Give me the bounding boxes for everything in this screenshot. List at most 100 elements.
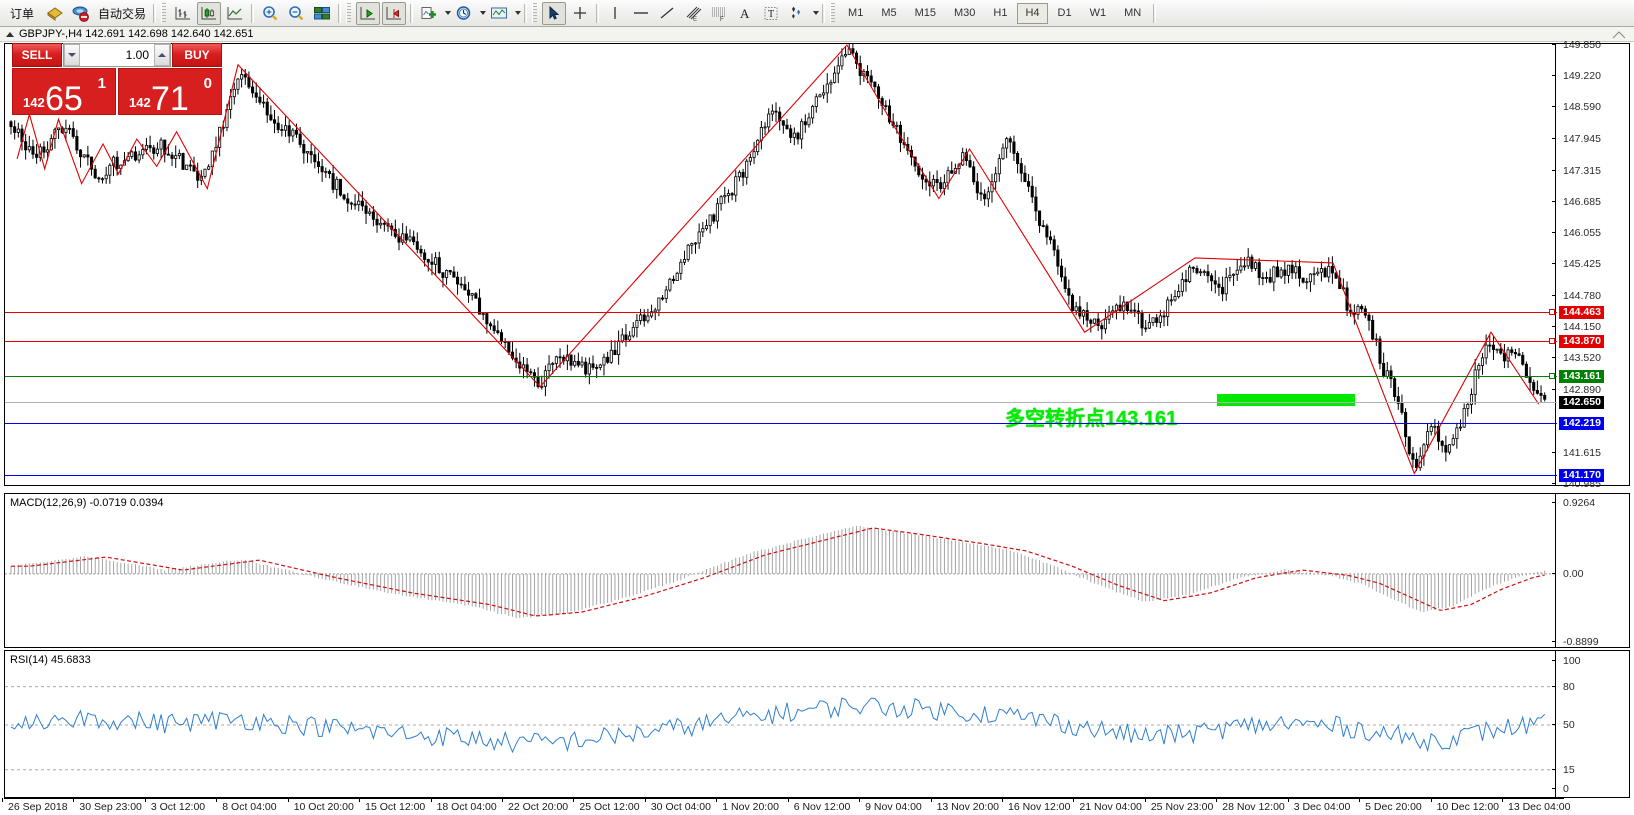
autotrade-label[interactable]: 自动交易 — [98, 6, 147, 21]
time-tick: 30 Oct 04:00 — [644, 798, 711, 813]
time-tick: 15 Oct 12:00 — [359, 798, 426, 813]
zoom-out-icon[interactable] — [284, 2, 308, 25]
autotrade-icon[interactable] — [69, 2, 93, 25]
trendline-icon[interactable] — [655, 2, 679, 25]
toolbar-grip[interactable] — [532, 3, 538, 23]
new-order-button[interactable]: 订单 — [3, 2, 41, 25]
text-box-icon[interactable]: T — [759, 2, 783, 25]
macd-plot — [5, 525, 1557, 619]
sell-big-figure: 142 — [23, 95, 45, 110]
time-tick: 13 Dec 04:00 — [1501, 798, 1571, 813]
toolbar-separator — [338, 3, 342, 23]
rsi-scale[interactable]: 100 80 50 15 0 — [1552, 651, 1629, 797]
buy-button[interactable]: BUY — [172, 43, 222, 67]
fibo-channel-icon[interactable]: E — [681, 2, 705, 25]
chevron-down-icon[interactable] — [445, 11, 452, 15]
level-line-current-price[interactable] — [5, 401, 1557, 403]
cursor-icon[interactable] — [542, 1, 567, 25]
macd-tick: 0.00 — [1551, 569, 1583, 579]
toolbar-grip[interactable] — [346, 3, 352, 23]
macd-scale[interactable]: 0.9264 0.00 -0.8899 — [1551, 494, 1629, 647]
timeframe-mn[interactable]: MN — [1124, 7, 1142, 19]
tile-windows-icon[interactable] — [310, 2, 334, 25]
zoom-in-icon[interactable] — [258, 2, 282, 25]
timeframe-w1[interactable]: W1 — [1089, 7, 1107, 19]
level-line-resistance[interactable] — [5, 341, 1557, 343]
chart-shift-icon[interactable] — [382, 1, 407, 25]
toolbar-grip[interactable] — [830, 3, 836, 23]
sell-price-quote[interactable]: 142 65 1 — [12, 68, 116, 116]
horizontal-line-icon[interactable] — [629, 2, 653, 25]
timeframe-m5[interactable]: M5 — [881, 7, 897, 19]
bar-chart-icon[interactable] — [171, 2, 195, 25]
price-tick: 140.985 — [1552, 479, 1601, 489]
level-line-handle[interactable] — [1549, 373, 1555, 380]
macd-pane[interactable]: MACD(12,26,9) -0.0719 0.0394 0.9264 0.00 -… — [4, 493, 1630, 648]
price-scale[interactable]: 149.850 149.220 148.590 147.945 147.315 146.6… — [1552, 40, 1629, 489]
collapse-triangle-icon[interactable] — [6, 31, 14, 37]
scroll-end-icon[interactable] — [356, 1, 381, 25]
buy-price-quote[interactable]: 142 71 0 — [118, 68, 222, 118]
crosshair-icon[interactable] — [568, 2, 592, 25]
chevron-down-icon[interactable] — [515, 11, 522, 15]
timeframe-group: M1 M5 M15 M30 H1 H4 D1 W1 MN — [839, 2, 1150, 24]
volume-value[interactable]: 1.00 — [125, 48, 149, 62]
price-candles — [9, 44, 1547, 475]
price-pane[interactable]: 149.850 149.220 148.590 147.945 147.315 146.6… — [4, 40, 1630, 489]
buy-fraction: 0 — [203, 75, 212, 92]
level-line-support[interactable] — [5, 422, 1557, 424]
timeframe-m30[interactable]: M30 — [954, 7, 976, 19]
indicators-icon[interactable] — [417, 2, 441, 25]
pivot-zone-box — [1217, 394, 1355, 406]
timeframe-m1[interactable]: M1 — [848, 7, 864, 19]
pivot-annotation-label: 多空转折点143.161 — [1005, 408, 1178, 430]
timeframe-d1[interactable]: D1 — [1057, 7, 1072, 19]
level-line-resistance[interactable] — [5, 311, 1557, 313]
price-tick: 141.615 — [1552, 448, 1601, 458]
timeframe-m15[interactable]: M15 — [914, 7, 936, 19]
time-axis[interactable]: 26 Sep 2018 30 Sep 23:00 3 Oct 12:00 8 Oct … — [2, 798, 1570, 815]
vertical-line-icon[interactable] — [603, 2, 627, 25]
price-tick: 143.520 — [1552, 353, 1601, 364]
time-tick: 3 Dec 04:00 — [1287, 798, 1351, 813]
timeframe-h1[interactable]: H1 — [993, 7, 1008, 19]
price-tag-resistance: 144.463 — [1559, 305, 1604, 319]
price-tick: 146.055 — [1552, 228, 1601, 238]
candlestick-chart-icon[interactable] — [197, 1, 222, 25]
toolbar-grip[interactable] — [161, 3, 167, 23]
volume-decrease-icon[interactable] — [64, 44, 80, 66]
toolbar-separator — [822, 3, 826, 23]
time-tick: 9 Nov 04:00 — [859, 798, 922, 813]
chevron-down-icon[interactable] — [480, 11, 487, 15]
buy-big-figure: 142 — [129, 95, 151, 110]
price-tag-pivot: 143.161 — [1559, 370, 1604, 384]
level-line-support[interactable] — [5, 474, 1557, 476]
new-order-label: 订单 — [10, 6, 35, 21]
text-label-icon[interactable]: A — [733, 2, 757, 25]
fibo-retracement-icon[interactable]: F — [707, 2, 731, 25]
chevron-down-icon[interactable] — [813, 11, 820, 15]
line-chart-icon[interactable] — [223, 2, 247, 25]
time-tick: 22 Oct 20:00 — [501, 798, 569, 813]
time-tick: 30 Sep 23:00 — [73, 798, 142, 813]
toolbar-separator — [153, 3, 157, 23]
time-tick: 3 Oct 12:00 — [144, 798, 206, 813]
level-line-pivot[interactable] — [5, 376, 1557, 378]
level-line-handle[interactable] — [1549, 338, 1555, 345]
volume-stepper[interactable]: 1.00 — [63, 43, 171, 67]
buy-pips: 71 — [151, 80, 189, 118]
restore-window-icon[interactable] — [1612, 30, 1626, 39]
level-line-handle[interactable] — [1549, 308, 1555, 315]
period-icon[interactable] — [452, 2, 476, 25]
shapes-icon[interactable] — [785, 2, 809, 25]
sell-button[interactable]: SELL — [12, 43, 62, 67]
templates-icon[interactable] — [487, 2, 511, 25]
rsi-pane[interactable]: RSI(14) 45.6833 100 80 50 15 0 — [4, 650, 1630, 798]
price-tick: 149.850 — [1552, 40, 1601, 50]
svg-text:E: E — [693, 16, 697, 22]
expert-advisor-icon[interactable] — [43, 2, 67, 25]
timeframe-h4[interactable]: H4 — [1017, 2, 1048, 24]
trade-panel-top-row: SELL 1.00 BUY — [12, 43, 222, 67]
volume-increase-icon[interactable] — [154, 44, 170, 66]
